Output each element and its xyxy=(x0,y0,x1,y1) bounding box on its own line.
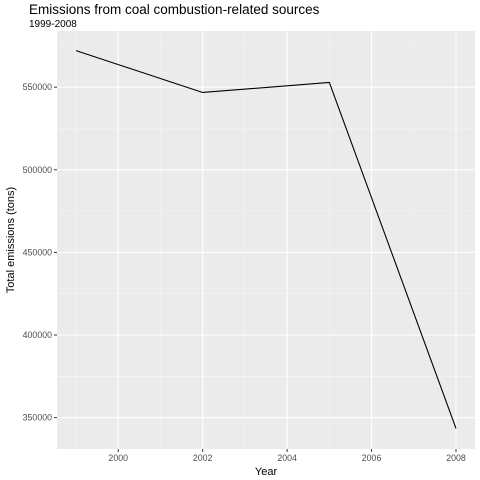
x-tick-label: 2002 xyxy=(193,453,213,463)
x-axis: 2000 2002 2004 2006 2008 xyxy=(108,449,466,463)
chart-subtitle: 1999-2008 xyxy=(29,19,77,30)
x-tick-label: 2004 xyxy=(277,453,297,463)
x-axis-label: Year xyxy=(255,466,278,478)
y-tick-label: 400000 xyxy=(23,330,52,340)
y-axis-label: Total emissions (tons) xyxy=(5,187,17,293)
x-tick-label: 2008 xyxy=(446,453,466,463)
series-layer xyxy=(75,50,457,429)
y-tick-label: 500000 xyxy=(23,165,52,175)
y-tick-label: 450000 xyxy=(23,247,52,257)
x-tick-label: 2006 xyxy=(362,453,382,463)
y-axis: 350000 400000 450000 500000 550000 xyxy=(23,82,57,423)
plot-panel xyxy=(57,31,475,449)
y-tick-label: 350000 xyxy=(23,413,52,423)
series-line xyxy=(75,50,457,429)
minor-grid xyxy=(57,31,475,449)
major-grid xyxy=(57,31,475,449)
y-tick-label: 550000 xyxy=(23,82,52,92)
x-tick-label: 2000 xyxy=(108,453,128,463)
chart-title: Emissions from coal combustion-related s… xyxy=(29,2,320,17)
